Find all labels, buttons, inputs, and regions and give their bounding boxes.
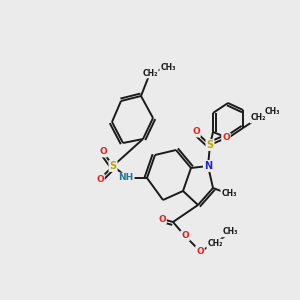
Text: CH₃: CH₃ [221,190,237,199]
Text: O: O [158,214,166,224]
Text: O: O [181,232,189,241]
Text: O: O [192,128,200,136]
Text: S: S [110,161,117,171]
Text: CH₂: CH₂ [250,113,266,122]
Text: CH₃: CH₃ [264,106,280,116]
Text: O: O [99,148,107,157]
Text: CH₂: CH₂ [142,68,158,77]
Text: S: S [206,140,214,150]
Text: CH₃: CH₃ [222,227,238,236]
Text: NH: NH [118,173,134,182]
Text: N: N [204,161,212,171]
Text: O: O [196,247,204,256]
Text: CH₃: CH₃ [160,62,176,71]
Text: H: H [124,173,131,182]
Text: CH₂: CH₂ [207,239,223,248]
Text: O: O [96,175,104,184]
Text: O: O [222,134,230,142]
